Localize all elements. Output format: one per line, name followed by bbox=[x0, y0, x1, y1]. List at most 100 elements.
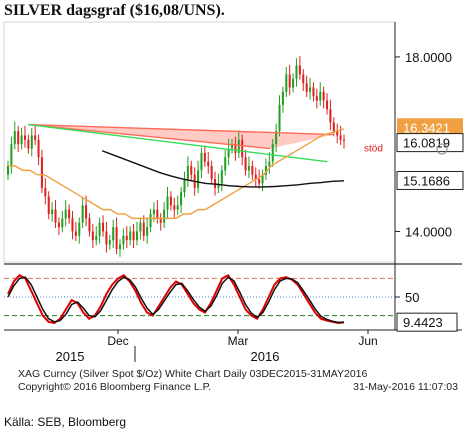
candle-body bbox=[339, 135, 342, 140]
cursor-marker bbox=[436, 143, 448, 155]
candle-body bbox=[285, 74, 288, 92]
candle-body bbox=[10, 144, 13, 166]
candle-body bbox=[217, 183, 220, 188]
candle-body bbox=[268, 161, 271, 166]
candle-body bbox=[261, 174, 264, 184]
candle-body bbox=[275, 131, 278, 145]
candle-body bbox=[51, 209, 54, 214]
candle-body bbox=[163, 209, 166, 223]
candle-body bbox=[244, 157, 247, 171]
footer-timestamp: 31-May-2016 11:07:03 bbox=[353, 381, 458, 393]
candle-body bbox=[37, 139, 40, 158]
candle-body bbox=[17, 131, 20, 145]
candle-body bbox=[271, 144, 274, 162]
candle-body bbox=[210, 166, 213, 180]
candle-body bbox=[78, 222, 81, 236]
candle-body bbox=[247, 166, 250, 171]
candle-body bbox=[319, 91, 322, 101]
resistance-band bbox=[28, 124, 334, 149]
candle-body bbox=[152, 209, 155, 214]
candle-body bbox=[315, 96, 318, 101]
candle-body bbox=[142, 222, 145, 236]
candle-body bbox=[298, 65, 301, 75]
candle-body bbox=[54, 209, 57, 223]
candle-body bbox=[146, 227, 149, 236]
candle-body bbox=[13, 131, 16, 145]
candle-body bbox=[258, 179, 261, 184]
candle-body bbox=[329, 109, 332, 123]
candle-body bbox=[292, 78, 295, 88]
candle-body bbox=[214, 179, 217, 188]
candle-body bbox=[173, 205, 176, 210]
year-label: 2015 bbox=[56, 349, 85, 364]
x-tick-label: Dec bbox=[107, 334, 128, 348]
candle-body bbox=[30, 135, 33, 149]
candle-body bbox=[149, 214, 152, 228]
candle-body bbox=[169, 196, 172, 206]
candle-body bbox=[85, 205, 88, 219]
osc-value-text: 9.4423 bbox=[403, 315, 443, 330]
candle-body bbox=[200, 152, 203, 171]
candle-body bbox=[132, 231, 135, 241]
candle-body bbox=[251, 166, 254, 175]
candle-body bbox=[125, 235, 128, 241]
candle-body bbox=[61, 218, 64, 228]
candle-body bbox=[332, 122, 335, 132]
candle-body bbox=[68, 209, 71, 219]
candle-body bbox=[71, 218, 74, 232]
candle-body bbox=[237, 139, 240, 153]
candle-body bbox=[305, 83, 308, 92]
candle-body bbox=[6, 166, 10, 175]
candle-body bbox=[326, 100, 329, 110]
resistance-line bbox=[28, 123, 334, 136]
footer-line-1: XAG Curncy (Silver Spot $/Oz) White Char… bbox=[18, 368, 368, 380]
candle-body bbox=[88, 218, 91, 232]
stochastic-line-black bbox=[7, 276, 345, 324]
candle-body bbox=[224, 157, 227, 171]
resistance-line bbox=[28, 123, 271, 150]
candle-body bbox=[135, 231, 138, 241]
candle-body bbox=[105, 231, 108, 245]
candle-body bbox=[207, 161, 210, 166]
candle-body bbox=[312, 87, 315, 97]
candle-body bbox=[278, 104, 281, 132]
source-note: Källa: SEB, Bloomberg bbox=[4, 415, 127, 429]
candle-body bbox=[241, 139, 244, 158]
candle-body bbox=[115, 227, 118, 249]
candle-body bbox=[295, 65, 298, 79]
candle-body bbox=[27, 139, 30, 149]
candle-body bbox=[254, 174, 257, 180]
price-label-text: 16.0819 bbox=[403, 136, 450, 151]
trend-line-green bbox=[28, 123, 328, 163]
candle-body bbox=[227, 148, 230, 158]
candle-body bbox=[23, 135, 26, 140]
footer-line-2: Copyright© 2016 Bloomberg Finance L.P. bbox=[18, 381, 211, 393]
price-label-text: 16.3421 bbox=[403, 120, 450, 135]
y-tick-label: 14.0000 bbox=[405, 224, 452, 239]
candle-body bbox=[190, 166, 193, 175]
candle-body bbox=[57, 222, 60, 228]
candle-body bbox=[40, 157, 43, 188]
x-tick-label: Jun bbox=[358, 334, 377, 348]
candle-body bbox=[118, 244, 122, 249]
candle-body bbox=[20, 135, 23, 145]
price-label-orange bbox=[397, 118, 463, 137]
candle-body bbox=[122, 235, 125, 245]
candle-body bbox=[129, 231, 132, 241]
candle-body bbox=[64, 209, 67, 219]
moving-average-black bbox=[101, 150, 345, 188]
candle-body bbox=[91, 231, 94, 241]
candle-body bbox=[44, 187, 47, 197]
candle-body bbox=[180, 192, 183, 206]
year-label: 2016 bbox=[251, 349, 280, 364]
candle-body bbox=[95, 235, 98, 241]
candle-body bbox=[47, 196, 50, 214]
price-label-text: 15.1686 bbox=[403, 173, 450, 188]
osc-value-box bbox=[396, 312, 458, 332]
candle-body bbox=[186, 166, 189, 180]
candle-body bbox=[176, 205, 179, 210]
candle-body bbox=[230, 144, 234, 149]
candle-body bbox=[309, 87, 312, 92]
candle-body bbox=[112, 227, 115, 241]
